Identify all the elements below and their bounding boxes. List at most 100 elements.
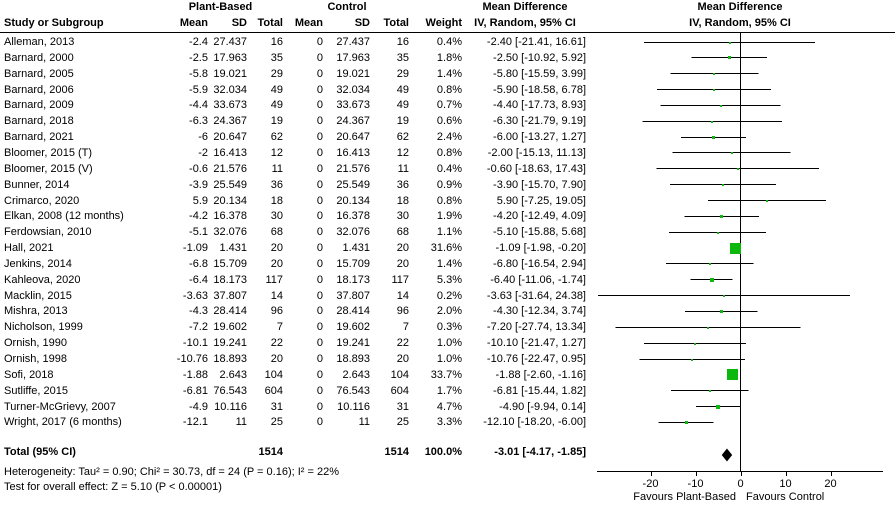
mean-plant: -3.9	[189, 178, 208, 191]
sd-plant: 33.673	[213, 99, 247, 112]
sd-control: 15.709	[336, 257, 370, 270]
mean-plant: -4.4	[189, 99, 208, 112]
total-plant: 35	[270, 51, 283, 64]
sd-plant: 20.134	[213, 194, 247, 207]
sd-control: 24.367	[336, 115, 370, 128]
mean-plant: -6	[198, 131, 208, 144]
sd-control: 17.963	[336, 51, 370, 64]
total-plant: 14	[270, 289, 283, 302]
study-name: Macklin, 2015	[4, 289, 72, 302]
weight: 33.7%	[430, 368, 462, 381]
study-name: Barnard, 2005	[4, 67, 74, 80]
heterogeneity-note: Heterogeneity: Tau² = 0.90; Chi² = 30.73…	[4, 466, 339, 478]
mean-control: 0	[316, 99, 323, 112]
mean-control: 0	[316, 226, 323, 239]
md-ci-text: -0.60 [-18.63, 17.43]	[486, 162, 586, 175]
md-ci-text: -10.76 [-22.47, 0.95]	[486, 353, 586, 365]
md-ci-text: -3.63 [-31.64, 24.38]	[486, 289, 586, 302]
total-plant: 20	[270, 242, 283, 255]
mean-plant: -3.63	[182, 289, 208, 302]
study-name: Nicholson, 1999	[4, 321, 83, 334]
study-name: Ornish, 1998	[4, 353, 67, 365]
total-n-plant-based: 1514	[258, 446, 283, 458]
total-control: 29	[396, 67, 409, 80]
mean-control: 0	[316, 51, 323, 64]
total-plant: 25	[270, 416, 283, 429]
mean-control: 0	[316, 194, 323, 207]
total-control: 31	[396, 400, 409, 413]
weight: 1.7%	[436, 384, 462, 397]
weight: 1.0%	[436, 337, 462, 350]
study-name: Barnard, 2018	[4, 115, 74, 128]
study-row: Jenkins, 2014 -6.8 15.709 20 0 15.709 20 1.4% -6…	[0, 257, 895, 273]
mean-control: 0	[316, 321, 323, 334]
study-row: Kahleova, 2020 -6.4 18.173 117 0 18.173 117 5.3…	[0, 273, 895, 289]
md-ci-text: -6.80 [-16.54, 2.94]	[493, 257, 586, 270]
total-weight: 100.0%	[424, 446, 462, 458]
weight: 2.4%	[436, 131, 462, 144]
weight: 0.2%	[436, 289, 462, 302]
weight: 1.4%	[436, 67, 462, 80]
study-name: Kahleova, 2020	[4, 273, 81, 286]
total-control: 49	[396, 99, 409, 112]
study-name: Barnard, 2006	[4, 83, 74, 96]
weight: 0.9%	[436, 178, 462, 191]
mean-control: 0	[316, 36, 323, 48]
study-row: Barnard, 2021 -6 20.647 62 0 20.647 62 2.4% -6.0…	[0, 130, 895, 146]
study-row: Sofi, 2018 -1.88 2.643 104 0 2.643 104 33.7% -1.…	[0, 368, 895, 384]
md-ci-text: -2.50 [-10.92, 5.92]	[493, 51, 586, 64]
total-plant: 62	[270, 131, 283, 144]
study-row: Crimarco, 2020 5.9 20.134 18 0 20.134 18 0.8% 5.…	[0, 194, 895, 210]
total-plant: 20	[270, 257, 283, 270]
mean-control: 0	[316, 131, 323, 144]
mean-control: 0	[316, 146, 323, 159]
mean-plant: -2.4	[189, 36, 208, 48]
study-name: Wright, 2017 (6 months)	[4, 416, 122, 429]
sd-plant: 20.647	[213, 131, 247, 144]
md-ci-text: -7.20 [-27.74, 13.34]	[486, 321, 586, 334]
study-row: Bunner, 2014 -3.9 25.549 36 0 25.549 36 0.9% -3.…	[0, 178, 895, 194]
mean-plant: -6.8	[189, 257, 208, 270]
study-name: Sofi, 2018	[4, 368, 54, 381]
mean-plant: -2	[198, 146, 208, 159]
total-control: 25	[396, 416, 409, 429]
mean-plant: -2.5	[189, 51, 208, 64]
sd-plant: 27.437	[213, 36, 247, 48]
plot-header-line2: IV, Random, 95% CI	[689, 17, 791, 29]
pooled-diamond	[721, 448, 733, 462]
total-control: 117	[391, 273, 409, 286]
sd-control: 28.414	[336, 305, 370, 318]
mean-plant: -4.2	[189, 210, 208, 223]
mean-plant: -4.9	[189, 400, 208, 413]
total-control: 19	[396, 115, 409, 128]
sd-plant: 28.414	[213, 305, 247, 318]
study-row: Barnard, 2009 -4.4 33.673 49 0 33.673 49 0.7% -4…	[0, 98, 895, 114]
study-row: Elkan, 2008 (12 months) -4.2 16.378 30 0 16.3…	[0, 209, 895, 225]
total-plant: 20	[270, 353, 283, 365]
mean-control: 0	[316, 384, 323, 397]
md-ci-text: 5.90 [-7.25, 19.05]	[496, 194, 586, 207]
study-name: Sutliffe, 2015	[4, 384, 69, 397]
sd-plant: 25.549	[213, 178, 247, 191]
study-row: Hall, 2021 -1.09 1.431 20 0 1.431 20 31.6% -1.09…	[0, 241, 895, 257]
total-control: 20	[396, 242, 409, 255]
total-control: 36	[396, 178, 409, 191]
md-column-header-line2: IV, Random, 95% CI	[474, 17, 576, 29]
total-plant: 49	[270, 83, 283, 96]
md-ci-text: -4.90 [-9.94, 0.14]	[499, 400, 586, 413]
study-name: Barnard, 2021	[4, 131, 74, 144]
total-plant: 29	[270, 67, 283, 80]
mean-control: 0	[316, 353, 323, 365]
total-plant: 16	[270, 36, 283, 48]
study-name: Crimarco, 2020	[4, 194, 80, 207]
study-name: Barnard, 2009	[4, 99, 74, 112]
total-md-ci: -3.01 [-4.17, -1.85]	[494, 446, 586, 458]
sd-plant: 19.602	[213, 321, 247, 334]
md-ci-text: -5.90 [-18.58, 6.78]	[493, 83, 586, 96]
weight: 0.8%	[436, 194, 462, 207]
total-control: 20	[396, 257, 409, 270]
weight: 4.7%	[436, 400, 462, 413]
mean-plant: -0.6	[189, 162, 208, 175]
column-header-sd-control: SD	[354, 17, 370, 29]
study-row: Turner-McGrievy, 2007 -4.9 10.116 31 0 10.116…	[0, 400, 895, 416]
